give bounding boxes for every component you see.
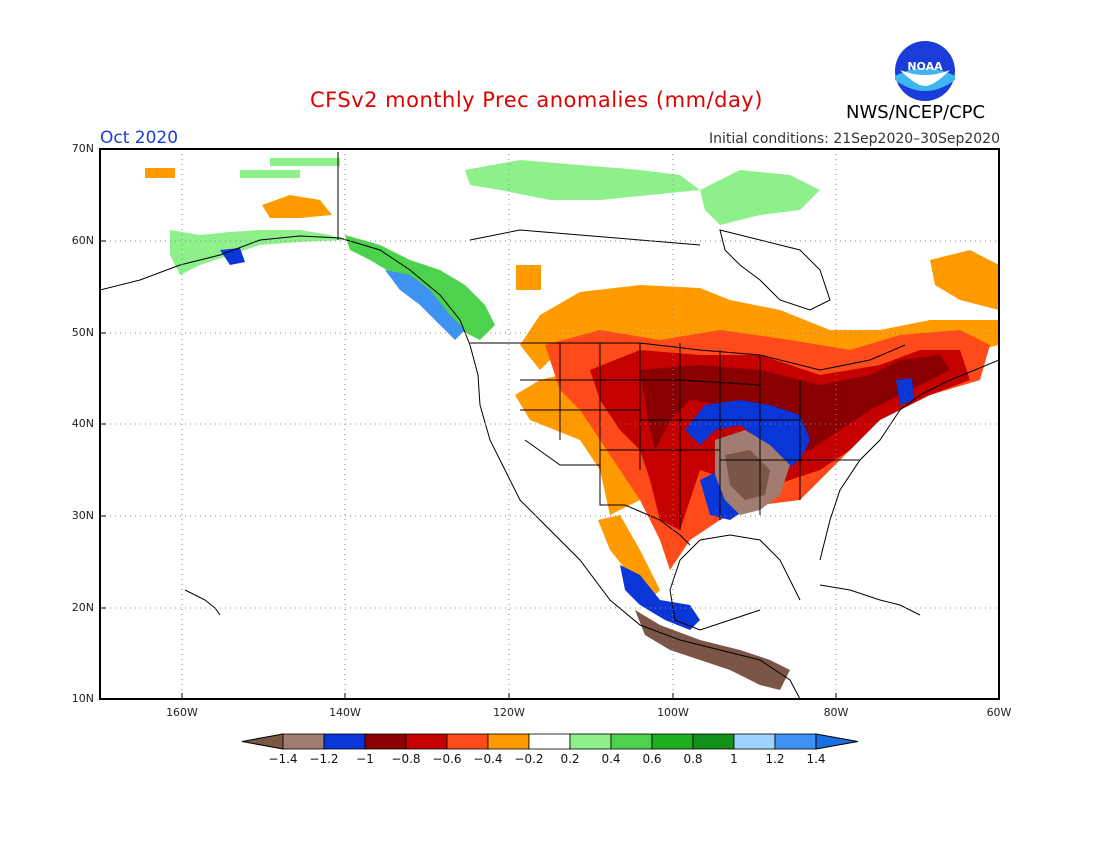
colorbar-swatch: [364, 733, 407, 750]
anomaly-shading: [145, 158, 999, 690]
noaa-logo-text: NOAA: [907, 60, 943, 73]
colorbar-tick-label: −1.4: [268, 752, 298, 766]
agency-label: NWS/NCEP/CPC: [846, 102, 986, 123]
coastline-hudson: [719, 229, 831, 311]
colorbar-swatch: [610, 733, 653, 750]
lat-label-50n: 50N: [71, 326, 94, 339]
lon-label-60w: 60W: [986, 706, 1012, 719]
lat-label-40n: 40N: [71, 417, 94, 430]
colorbar-tick-label: −0.8: [391, 752, 421, 766]
anomaly-region-brown-mexico: [635, 610, 790, 690]
anomaly-region-green-alaska: [170, 230, 345, 275]
colorbar-swatch: [487, 733, 530, 750]
chart-title: CFSv2 monthly Prec anomalies (mm/day): [310, 88, 763, 112]
lat-label-60n: 60N: [71, 234, 94, 247]
anomaly-region-orange-mexico: [598, 515, 660, 600]
lat-label-30n: 30N: [71, 509, 94, 522]
lon-label-160w: 160W: [166, 706, 198, 719]
state-lines: [520, 343, 860, 530]
lat-label-70n: 70N: [71, 142, 94, 155]
lat-label-10n: 10N: [71, 692, 94, 705]
colorbar-swatch: [774, 733, 817, 750]
tick-marks: [100, 240, 837, 699]
coastline-hawaii: [184, 589, 221, 616]
colorbar-tick-label: −0.2: [514, 752, 544, 766]
colorbar-tick-label: −0.6: [432, 752, 462, 766]
lon-label-80w: 80W: [823, 706, 849, 719]
colorbar-tick-label: 1.2: [765, 752, 785, 766]
colorbar-swatch: [323, 733, 366, 750]
colorbar: [241, 733, 859, 750]
noaa-logo: NOAA: [895, 41, 955, 101]
colorbar-swatch: [405, 733, 448, 750]
border-us-canada: [470, 342, 906, 371]
coastline-cuba: [819, 584, 921, 616]
colorbar-tick-label: 0.6: [642, 752, 662, 766]
anomaly-region-darkbrown: [725, 450, 770, 500]
anomaly-region-deepred: [640, 355, 950, 455]
forecast-month: Oct 2020: [100, 128, 179, 148]
anomaly-region-orange-alaska: [262, 195, 332, 218]
colorbar-tick-label: 1: [730, 752, 738, 766]
colorbar-swatch: [528, 733, 571, 750]
coastline-east: [819, 359, 999, 561]
border-us-mexico: [524, 439, 691, 546]
colorbar-tick-label: 1.4: [806, 752, 826, 766]
colorbar-swatch: [446, 733, 489, 750]
lon-label-120w: 120W: [493, 706, 525, 719]
colorbar-swatch: [651, 733, 694, 750]
coastline-arctic: [469, 229, 701, 246]
colorbar-tick-label: 0.2: [560, 752, 580, 766]
anomaly-region-blue-mexico: [620, 565, 700, 630]
colorbar-swatch: [282, 733, 325, 750]
lon-label-100w: 100W: [657, 706, 689, 719]
anomaly-region-orange-labrador: [930, 250, 999, 310]
map-outlines: [100, 152, 999, 699]
anomaly-region-lightgreen-baffin: [700, 170, 820, 225]
coastline-north-america: [100, 235, 801, 699]
colorbar-arrow-left: [241, 733, 284, 750]
coastline-gulf: [669, 534, 801, 631]
anomaly-region-lightgreen-arctic: [465, 160, 700, 200]
colorbar-arrow-right: [815, 733, 859, 750]
colorbar-swatch: [733, 733, 776, 750]
colorbar-swatch: [692, 733, 735, 750]
initial-conditions: Initial conditions: 21Sep2020–30Sep2020: [708, 131, 1000, 147]
lon-label-140w: 140W: [329, 706, 361, 719]
colorbar-tick-label: −1.2: [309, 752, 339, 766]
colorbar-tick-label: −0.4: [473, 752, 503, 766]
grid: [100, 149, 999, 699]
anomaly-region-blue-newengland: [896, 378, 914, 405]
anomaly-region-lightblue-bc: [385, 270, 465, 340]
colorbar-tick-label: −1: [356, 752, 374, 766]
anomaly-region-blue-midwest: [685, 400, 810, 470]
lat-label-20n: 20N: [71, 601, 94, 614]
colorbar-tick-label: 0.8: [683, 752, 703, 766]
colorbar-swatch: [569, 733, 612, 750]
colorbar-tick-label: 0.4: [601, 752, 621, 766]
